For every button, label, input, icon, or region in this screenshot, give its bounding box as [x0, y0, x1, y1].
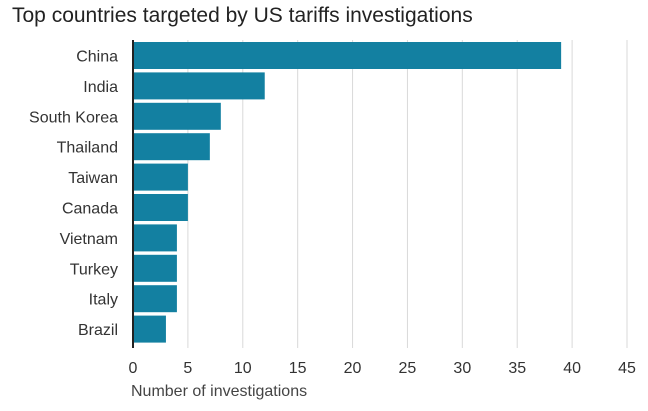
category-label: India	[83, 79, 118, 96]
bar-vietnam	[133, 224, 177, 252]
x-tick-label: 20	[344, 360, 362, 377]
x-tick-label: 25	[399, 360, 417, 377]
x-tick-label: 45	[618, 360, 636, 377]
x-tick-label: 30	[453, 360, 471, 377]
bar-india	[133, 72, 265, 100]
category-label: Taiwan	[68, 170, 118, 187]
bar-south-korea	[133, 102, 221, 130]
category-label: China	[76, 49, 118, 66]
category-label: Italy	[89, 292, 118, 309]
x-tick-label: 10	[234, 360, 252, 377]
category-label: Turkey	[70, 261, 118, 278]
x-tick-label: 5	[183, 360, 192, 377]
category-label: Brazil	[78, 322, 118, 339]
bar-canada	[133, 194, 188, 221]
bar-italy	[133, 285, 177, 313]
bar-turkey	[133, 254, 177, 282]
bar-china	[133, 42, 562, 69]
x-tick-label: 35	[508, 360, 526, 377]
x-tick-label: 40	[563, 360, 581, 377]
category-label: Canada	[62, 201, 118, 218]
chart-title: Top countries targeted by US tariffs inv…	[12, 4, 473, 27]
x-tick-label: 15	[289, 360, 307, 377]
x-axis-label: Number of investigations	[131, 383, 307, 400]
category-label: Vietnam	[60, 231, 118, 248]
category-label: South Korea	[29, 109, 118, 126]
bar-thailand	[133, 133, 210, 161]
x-tick-label: 0	[129, 360, 138, 377]
category-label: Thailand	[57, 140, 118, 157]
bar-brazil	[133, 315, 166, 343]
bar-taiwan	[133, 163, 188, 191]
